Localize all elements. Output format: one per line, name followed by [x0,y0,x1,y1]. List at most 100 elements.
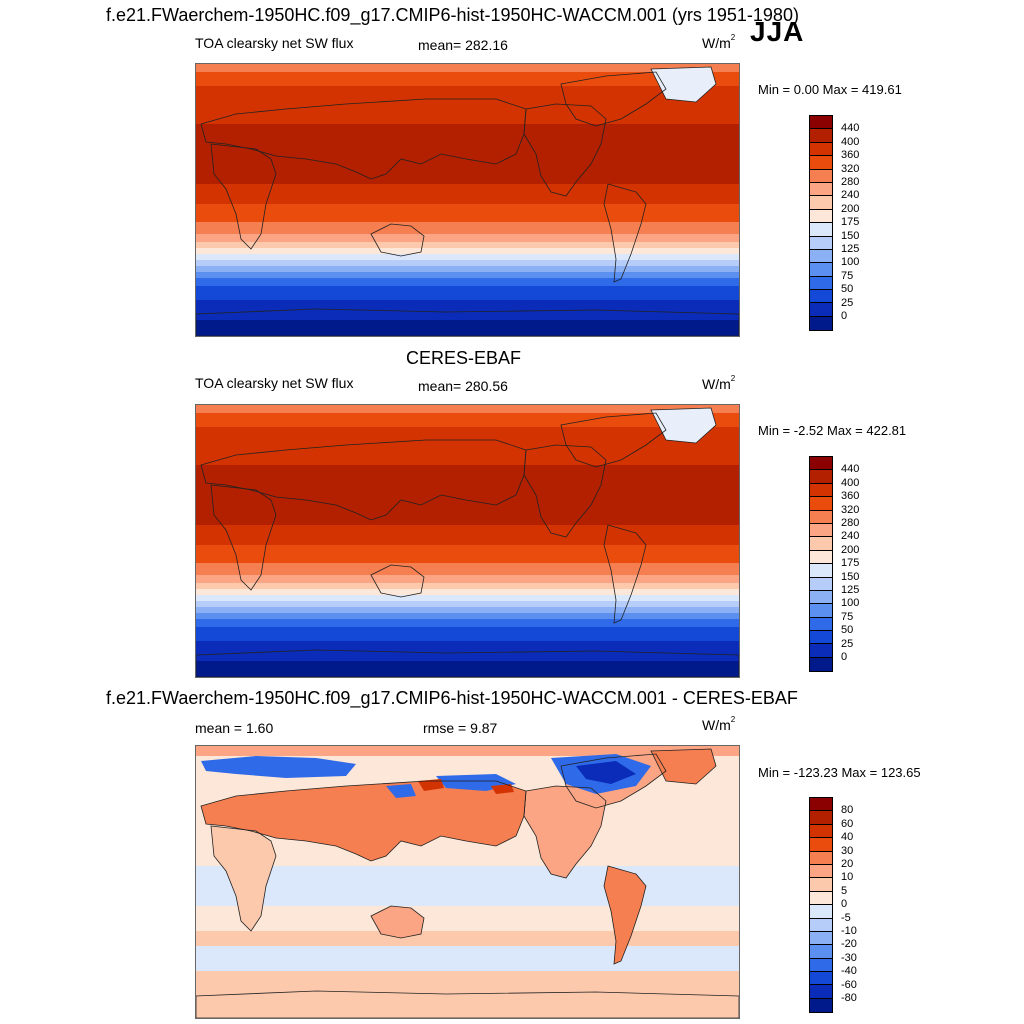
panel3-minmax: Min = -123.23 Max = 123.65 [758,765,921,780]
panel2-colorbar [809,456,833,673]
colorbar-tick-label: -5 [841,911,851,924]
colorbar-segment [810,985,832,999]
panel2-minmax: Min = -2.52 Max = 422.81 [758,423,907,438]
colorbar-tick-label: 75 [841,610,854,623]
panel1-colorbar [809,115,833,332]
colorbar-tick-label: 175 [841,557,860,570]
colorbar-tick-label: 100 [841,256,860,269]
colorbar-tick-label: 440 [841,122,860,135]
colorbar-segment [810,590,832,605]
colorbar-segment [810,851,832,865]
colorbar-segment [810,604,832,618]
colorbar-segment [810,864,832,879]
colorbar-tick-label: 360 [841,490,860,503]
colorbar-segment [810,958,832,973]
panel1-minmax: Min = 0.00 Max = 419.61 [758,82,902,97]
colorbar-segment [810,316,832,331]
colorbar-segment [810,564,832,578]
colorbar-segment [810,290,832,304]
colorbar-tick-label: 280 [841,176,860,188]
colorbar-tick-label: 125 [841,584,860,596]
colorbar-tick-label: 20 [841,858,854,870]
colorbar-tick-label: 100 [841,597,860,610]
panel1-map [195,63,740,337]
colorbar-tick-label: -30 [841,951,857,964]
colorbar-segment [810,510,832,524]
colorbar-segment [810,798,832,812]
colorbar-tick-label: 280 [841,517,860,529]
panel1-unit: W/m2 [702,33,736,51]
panel2-title: CERES-EBAF [406,348,522,368]
colorbar-segment [810,497,832,511]
colorbar-segment [810,577,832,591]
colorbar-tick-label: 40 [841,831,854,844]
colorbar-tick-label: 240 [841,530,860,543]
colorbar-segment [810,457,832,471]
colorbar-segment [810,263,832,277]
panel3-mean-label: mean = 1.60 [195,720,274,736]
colorbar-segment [810,617,832,632]
panel3-rmse-label: rmse = 9.87 [423,720,498,736]
colorbar-tick-label: 175 [841,216,860,229]
colorbar-segment [810,631,832,645]
colorbar-segment [810,657,832,672]
colorbar-tick-label: -20 [841,938,857,951]
colorbar-tick-label: 60 [841,817,854,830]
panel2-map [195,404,740,678]
colorbar-tick-label: -60 [841,978,857,991]
panel2-mean-label: mean= 280.56 [418,378,508,394]
season-label: JJA [750,16,805,47]
colorbar-segment [810,878,832,892]
colorbar-segment [810,169,832,183]
panel3-unit: W/m2 [702,715,736,733]
colorbar-tick-label: 150 [841,570,860,583]
colorbar-tick-label: 400 [841,135,860,148]
colorbar-tick-label: 125 [841,243,860,255]
colorbar-segment [810,891,832,906]
colorbar-segment [810,523,832,538]
colorbar-tick-label: 25 [841,637,854,650]
colorbar-segment [810,537,832,551]
colorbar-tick-label: 5 [841,884,848,897]
colorbar-tick-label: 50 [841,624,854,637]
panel1-variable-label: TOA clearsky net SW flux [195,35,354,51]
colorbar-segment [810,129,832,143]
panel1-title: f.e21.FWaerchem-1950HC.f09_g17.CMIP6-his… [106,5,799,25]
colorbar-tick-label: 400 [841,476,860,489]
colorbar-segment [810,838,832,852]
colorbar-segment [810,116,832,130]
colorbar-tick-label: 80 [841,804,854,817]
colorbar-segment [810,998,832,1013]
colorbar-segment [810,303,832,317]
colorbar-segment [810,182,832,197]
colorbar-segment [810,644,832,658]
panel1-mean-label: mean= 282.16 [418,37,508,53]
colorbar-tick-label: -10 [841,925,857,937]
colorbar-segment [810,156,832,170]
colorbar-tick-label: 440 [841,463,860,476]
colorbar-segment [810,470,832,484]
colorbar-tick-label: 0 [841,310,848,322]
panel2-variable-label: TOA clearsky net SW flux [195,375,354,391]
colorbar-segment [810,483,832,498]
colorbar-segment [810,196,832,210]
colorbar-tick-label: 320 [841,503,860,516]
panel3-title: f.e21.FWaerchem-1950HC.f09_g17.CMIP6-his… [106,688,798,708]
colorbar-tick-label: 0 [841,651,848,663]
colorbar-segment [810,249,832,264]
colorbar-segment [810,945,832,959]
colorbar-segment [810,276,832,291]
colorbar-tick-label: 75 [841,269,854,282]
panel3-colorbar [809,797,833,1014]
colorbar-tick-label: 10 [841,871,854,884]
colorbar-segment [810,972,832,986]
colorbar-segment [810,209,832,224]
colorbar-tick-label: 0 [841,898,848,911]
colorbar-tick-label: 200 [841,202,860,215]
colorbar-tick-label: 320 [841,162,860,175]
panel2-unit: W/m2 [702,374,736,392]
colorbar-segment [810,931,832,946]
colorbar-tick-label: 25 [841,296,854,309]
colorbar-tick-label: 240 [841,189,860,202]
colorbar-tick-label: 150 [841,229,860,242]
